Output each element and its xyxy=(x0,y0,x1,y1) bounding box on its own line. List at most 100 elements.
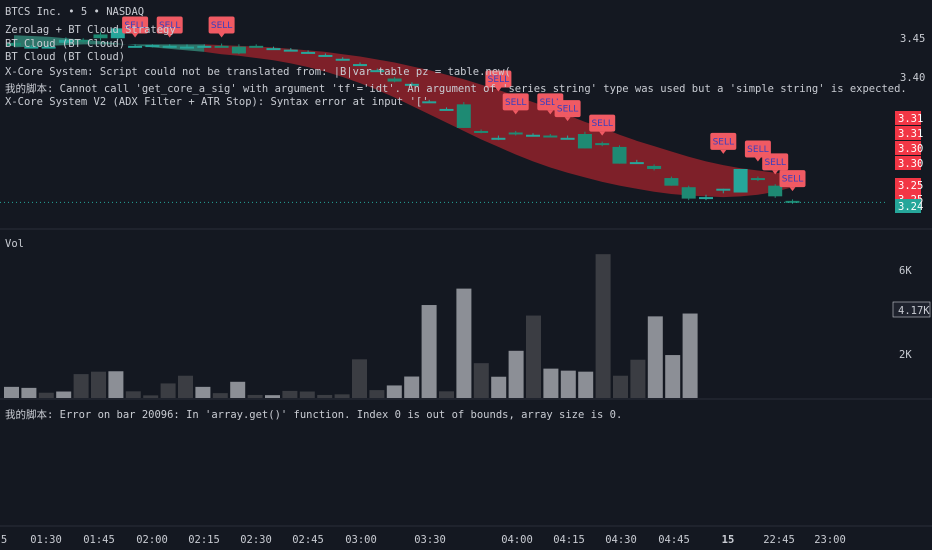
cloud-bearish-area xyxy=(204,44,793,198)
candle-body xyxy=(577,134,592,149)
candle-body xyxy=(283,49,298,52)
time-tick-label: 01:45 xyxy=(83,534,115,546)
time-axis[interactable]: 5 01:30 01:45 02:00 02:15 02:30 02:45 03:00 03:3… xyxy=(1,534,846,546)
candle-body xyxy=(162,45,177,48)
chart-title[interactable]: BTCS Inc. • 5 • NASDAQ xyxy=(5,6,144,18)
sell-signal-pointer xyxy=(218,33,225,38)
volume-bar xyxy=(543,368,559,398)
candle-body xyxy=(301,51,316,54)
candle-body xyxy=(560,137,575,140)
volume-bar xyxy=(73,374,89,398)
time-tick-label: 04:15 xyxy=(553,534,585,546)
volume-bar xyxy=(560,370,576,398)
sell-signal-box xyxy=(779,170,806,188)
volume-bar xyxy=(526,315,541,398)
sell-signal-pointer xyxy=(132,33,139,38)
candle-body xyxy=(93,34,108,39)
candle-body xyxy=(508,132,523,135)
candle-body xyxy=(439,108,454,111)
sell-signal-pointer xyxy=(547,110,554,115)
volume-bar xyxy=(317,394,333,398)
price-badge-label: 3.25 xyxy=(898,180,923,192)
sell-signal-box xyxy=(122,16,149,34)
sell-signal-text: SELL xyxy=(782,175,803,185)
time-tick-label: 03:00 xyxy=(345,534,377,546)
sell-signal-text: SELL xyxy=(488,75,509,85)
time-tick-label: 22:45 xyxy=(763,534,795,546)
time-tick-label: 02:15 xyxy=(188,534,220,546)
sell-signal-pointer xyxy=(772,170,779,175)
sell-signal-label: SELL xyxy=(122,16,149,38)
indicator-legend-bt-cloud[interactable]: BT Cloud (BT Cloud) xyxy=(5,38,126,50)
time-tick-label: 04:45 xyxy=(658,534,690,546)
volume-bar xyxy=(682,313,698,398)
sell-signal-label: SELL xyxy=(710,132,737,154)
price-badge xyxy=(895,126,921,140)
sell-signal-label: SELL xyxy=(554,100,581,122)
price-axis[interactable]: 3.45 3.40 xyxy=(900,33,925,84)
volume-bar xyxy=(247,394,263,398)
sell-signal-label: SELL xyxy=(779,170,806,192)
time-tick-label: 5 xyxy=(1,534,7,546)
sell-signal-pointer xyxy=(564,117,571,122)
volume-pane-label[interactable]: Vol xyxy=(5,238,24,250)
sell-signal-box xyxy=(502,93,529,111)
volume-bar xyxy=(178,375,193,398)
price-badge-label: 3.30 xyxy=(898,143,923,155)
volume-bar xyxy=(404,376,420,398)
volume-pane-error[interactable]: 我的脚本: Error on bar 20096: In 'array.get(… xyxy=(5,409,623,421)
last-price-label: 3.24 xyxy=(898,201,923,213)
time-tick-label: 02:00 xyxy=(136,534,168,546)
indicator-error-xcore[interactable]: X-Core System: Script could not be trans… xyxy=(5,66,511,78)
volume-bar xyxy=(91,371,106,398)
price-badge xyxy=(895,156,921,170)
time-tick-label: 15 xyxy=(722,534,735,546)
volume-bar xyxy=(439,391,454,398)
candle-body xyxy=(612,146,627,164)
indicator-error-xcore-v2[interactable]: X-Core System V2 (ADX Filter + ATR Stop)… xyxy=(5,96,429,108)
volume-axis[interactable]: 2K 6K 4.17K xyxy=(892,265,931,361)
price-badge xyxy=(895,141,921,155)
volume-bar xyxy=(282,390,298,398)
candle-body xyxy=(266,48,281,51)
indicator-legend-zerolag[interactable]: ZeroLag + BT Cloud Strategy xyxy=(5,24,176,36)
sell-signal-pointer xyxy=(512,110,519,115)
sell-signal-label: SELL xyxy=(589,114,616,136)
time-tick-label: 02:30 xyxy=(240,534,272,546)
candle-body xyxy=(249,45,264,48)
volume-bar xyxy=(421,305,437,398)
sell-signal-box xyxy=(589,114,616,132)
sell-signal-box xyxy=(744,140,771,158)
last-price-badge xyxy=(895,199,921,213)
volume-bar xyxy=(299,391,315,398)
time-tick-label: 03:30 xyxy=(414,534,446,546)
time-tick-label: 02:45 xyxy=(292,534,324,546)
exchange: NASDAQ xyxy=(106,6,145,18)
indicator-error-script[interactable]: 我的脚本: Cannot call 'get_core_a_sig' with … xyxy=(5,83,907,95)
sell-signal-box xyxy=(710,132,737,150)
volume-bar xyxy=(21,387,37,398)
volume-bar xyxy=(334,394,350,398)
candle-body xyxy=(647,165,662,169)
candle-body xyxy=(474,130,489,133)
volume-bar xyxy=(647,316,663,398)
sell-signal-label: SELL xyxy=(744,140,771,162)
volume-bar xyxy=(125,391,141,398)
price-badge xyxy=(895,178,921,192)
volume-bar xyxy=(212,393,228,398)
sell-signal-text: SELL xyxy=(159,21,180,31)
candle-body xyxy=(526,134,540,137)
sell-signal-text: SELL xyxy=(211,21,232,31)
volume-tick-label: 6K xyxy=(899,265,912,277)
candle-body xyxy=(733,168,748,193)
price-badges: 3.313.313.303.303.253.253.24 xyxy=(895,111,923,213)
sell-signal-text: SELL xyxy=(747,145,768,155)
candle-body xyxy=(404,83,419,86)
indicator-legend-bt-cloud-2[interactable]: BT Cloud (BT Cloud) xyxy=(5,51,126,63)
volume-bar xyxy=(613,375,628,398)
sell-signal-box xyxy=(485,70,512,88)
price-tick-label: 3.40 xyxy=(900,72,925,84)
candle-body xyxy=(76,39,91,42)
